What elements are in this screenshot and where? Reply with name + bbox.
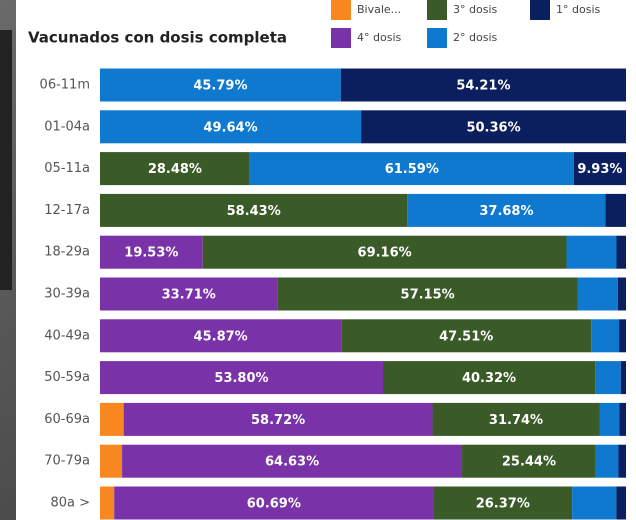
- bar-segment: [618, 444, 626, 478]
- y-tick-label: 06-11m: [40, 78, 90, 93]
- bar-segment: [100, 193, 408, 227]
- bar-segment: [100, 361, 383, 395]
- bar-segment: [591, 319, 620, 353]
- data-label: 45.87%: [194, 329, 248, 344]
- bar-segment: [619, 319, 626, 353]
- bar-segment: [616, 235, 626, 269]
- bar-segment: [577, 277, 618, 311]
- data-label: 64.63%: [265, 455, 319, 470]
- bar-segment: [433, 486, 573, 520]
- bar-segment: [620, 361, 626, 395]
- bar-segment: [462, 444, 596, 478]
- legend-label: 1° dosis: [556, 3, 600, 16]
- bar-segment: [595, 361, 621, 395]
- legend-label: 3° dosis: [453, 3, 497, 16]
- bar-segment: [382, 361, 596, 395]
- side-bar: [0, 30, 12, 290]
- legend-swatch: [530, 0, 550, 20]
- data-label: 28.48%: [148, 162, 202, 177]
- data-label: 57.15%: [401, 288, 455, 303]
- bar-segment: [617, 277, 626, 311]
- bar-segment: [340, 68, 626, 102]
- bar-segment: [100, 319, 342, 353]
- y-tick-label: 01-04a: [44, 119, 90, 134]
- data-label: 60.69%: [247, 497, 301, 512]
- data-label: 9.93%: [577, 162, 622, 177]
- bar-segment: [361, 110, 626, 144]
- bar-segment: [100, 235, 203, 269]
- bar-segment: [100, 152, 250, 186]
- chart-title: Vacunados con dosis completa: [28, 29, 287, 47]
- y-tick-label: 40-49a: [44, 328, 90, 343]
- bar-segment: [566, 235, 617, 269]
- bar-segment: [407, 193, 606, 227]
- legend-label: Bivale...: [357, 3, 401, 16]
- bar-segment: [341, 319, 592, 353]
- data-label: 53.80%: [214, 371, 268, 386]
- bar-segment: [572, 486, 617, 520]
- bar-segment: [277, 277, 578, 311]
- bar-segment: [123, 402, 433, 436]
- data-label: 19.53%: [124, 246, 178, 261]
- bar-segment: [100, 110, 362, 144]
- bar-segment: [100, 68, 341, 102]
- bar-segment: [202, 235, 567, 269]
- data-label: 45.79%: [193, 79, 247, 94]
- y-tick-label: 50-59a: [44, 370, 90, 385]
- bar-segment: [100, 444, 123, 478]
- bar-segment: [100, 402, 124, 436]
- bar-segment: [619, 402, 626, 436]
- data-label: 49.64%: [203, 120, 257, 135]
- bar-segment: [573, 152, 626, 186]
- y-tick-label: 30-39a: [44, 287, 90, 302]
- data-label: 25.44%: [502, 455, 556, 470]
- y-tick-label: 12-17a: [44, 203, 90, 218]
- bar-segment: [616, 486, 626, 520]
- data-label: 40.32%: [462, 371, 516, 386]
- bar-segment: [432, 402, 600, 436]
- data-label: 47.51%: [439, 329, 493, 344]
- legend-label: 2° dosis: [453, 31, 497, 44]
- legend-swatch: [331, 28, 351, 48]
- y-tick-label: 70-79a: [44, 454, 90, 469]
- y-tick-label: 05-11a: [44, 161, 90, 176]
- legend-swatch: [331, 0, 351, 20]
- bar-segment: [595, 444, 619, 478]
- bar-segment: [100, 277, 278, 311]
- y-tick-label: 60-69a: [44, 412, 90, 427]
- data-label: 37.68%: [479, 204, 533, 219]
- bar-segment: [605, 193, 626, 227]
- bar-segment: [100, 486, 115, 520]
- bar-segment: [599, 402, 620, 436]
- bar-segment: [122, 444, 463, 478]
- bar-segment: [114, 486, 434, 520]
- data-label: 50.36%: [466, 120, 520, 135]
- y-tick-label: 80a >: [50, 496, 90, 511]
- data-label: 58.43%: [227, 204, 281, 219]
- data-label: 33.71%: [162, 288, 216, 303]
- legend-label: 4° dosis: [357, 31, 401, 44]
- data-label: 58.72%: [251, 413, 305, 428]
- legend-swatch: [427, 28, 447, 48]
- data-label: 61.59%: [385, 162, 439, 177]
- legend-swatch: [427, 0, 447, 20]
- data-label: 31.74%: [489, 413, 543, 428]
- data-label: 26.37%: [476, 497, 530, 512]
- data-label: 54.21%: [456, 79, 510, 94]
- y-tick-label: 18-29a: [44, 245, 90, 260]
- data-label: 69.16%: [358, 246, 412, 261]
- bar-segment: [249, 152, 574, 186]
